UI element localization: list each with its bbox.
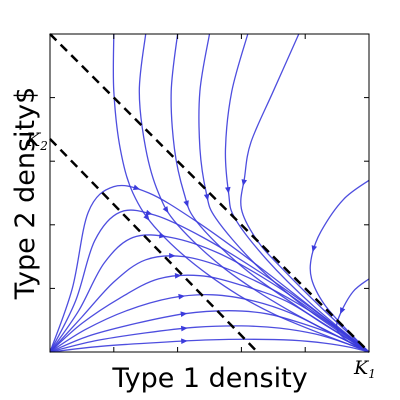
- streamlines: [49, 33, 370, 353]
- streamline-4: [198, 33, 370, 353]
- streamline-arrow-9: [132, 184, 141, 190]
- streamline-2: [138, 33, 370, 353]
- nullcline-2: [49, 138, 259, 353]
- streamline-17: [49, 338, 370, 353]
- streamline-1: [112, 33, 370, 353]
- streamline-15: [49, 310, 370, 353]
- plot-frame: [49, 33, 370, 353]
- streamline-5: [224, 33, 370, 353]
- streamline-arrow-12: [169, 252, 176, 259]
- streamline-10: [49, 209, 370, 353]
- streamline-6: [240, 33, 370, 353]
- x-axis-label: Type 1 density: [111, 363, 307, 394]
- streamline-arrow-11: [159, 232, 166, 239]
- streamline-arrow-16: [180, 325, 188, 332]
- streamline-arrow-1: [143, 213, 150, 221]
- streamline-arrow-14: [178, 293, 186, 300]
- streamline-13: [49, 274, 370, 353]
- y-axis-label: Type 2 density$: [10, 87, 41, 301]
- streamline-arrow-10: [145, 209, 153, 216]
- streamline-arrow-5: [225, 186, 231, 194]
- streamline-arrow-6: [241, 179, 248, 187]
- y-tick-label-k: K: [25, 129, 42, 151]
- streamline-arrow-4: [203, 193, 210, 201]
- streamline-16: [49, 325, 370, 353]
- nullcline-1: [49, 33, 370, 353]
- streamline-11: [49, 234, 370, 353]
- nullclines: [49, 33, 370, 353]
- streamline-arrow-7: [311, 245, 318, 253]
- streamline-arrow-8: [340, 307, 346, 315]
- y-tick-label-sub: 2: [39, 139, 48, 153]
- streamline-arrow-13: [174, 273, 182, 279]
- streamline-arrow-17: [181, 338, 188, 344]
- streamline-7: [309, 179, 370, 353]
- streamline-arrow-3: [183, 200, 189, 208]
- x-tick-label-k1: K1: [353, 357, 376, 381]
- streamline-14: [49, 294, 370, 353]
- streamline-12: [49, 255, 370, 353]
- tick-marks: [50, 34, 369, 352]
- streamline-arrow-2: [162, 206, 169, 214]
- x-tick-label-sub: 1: [368, 367, 376, 381]
- y-tick-label-k2: K2: [25, 129, 48, 153]
- x-tick-label-k: K: [353, 357, 370, 379]
- streamline-9: [49, 184, 370, 353]
- streamline-arrow-15: [180, 311, 188, 317]
